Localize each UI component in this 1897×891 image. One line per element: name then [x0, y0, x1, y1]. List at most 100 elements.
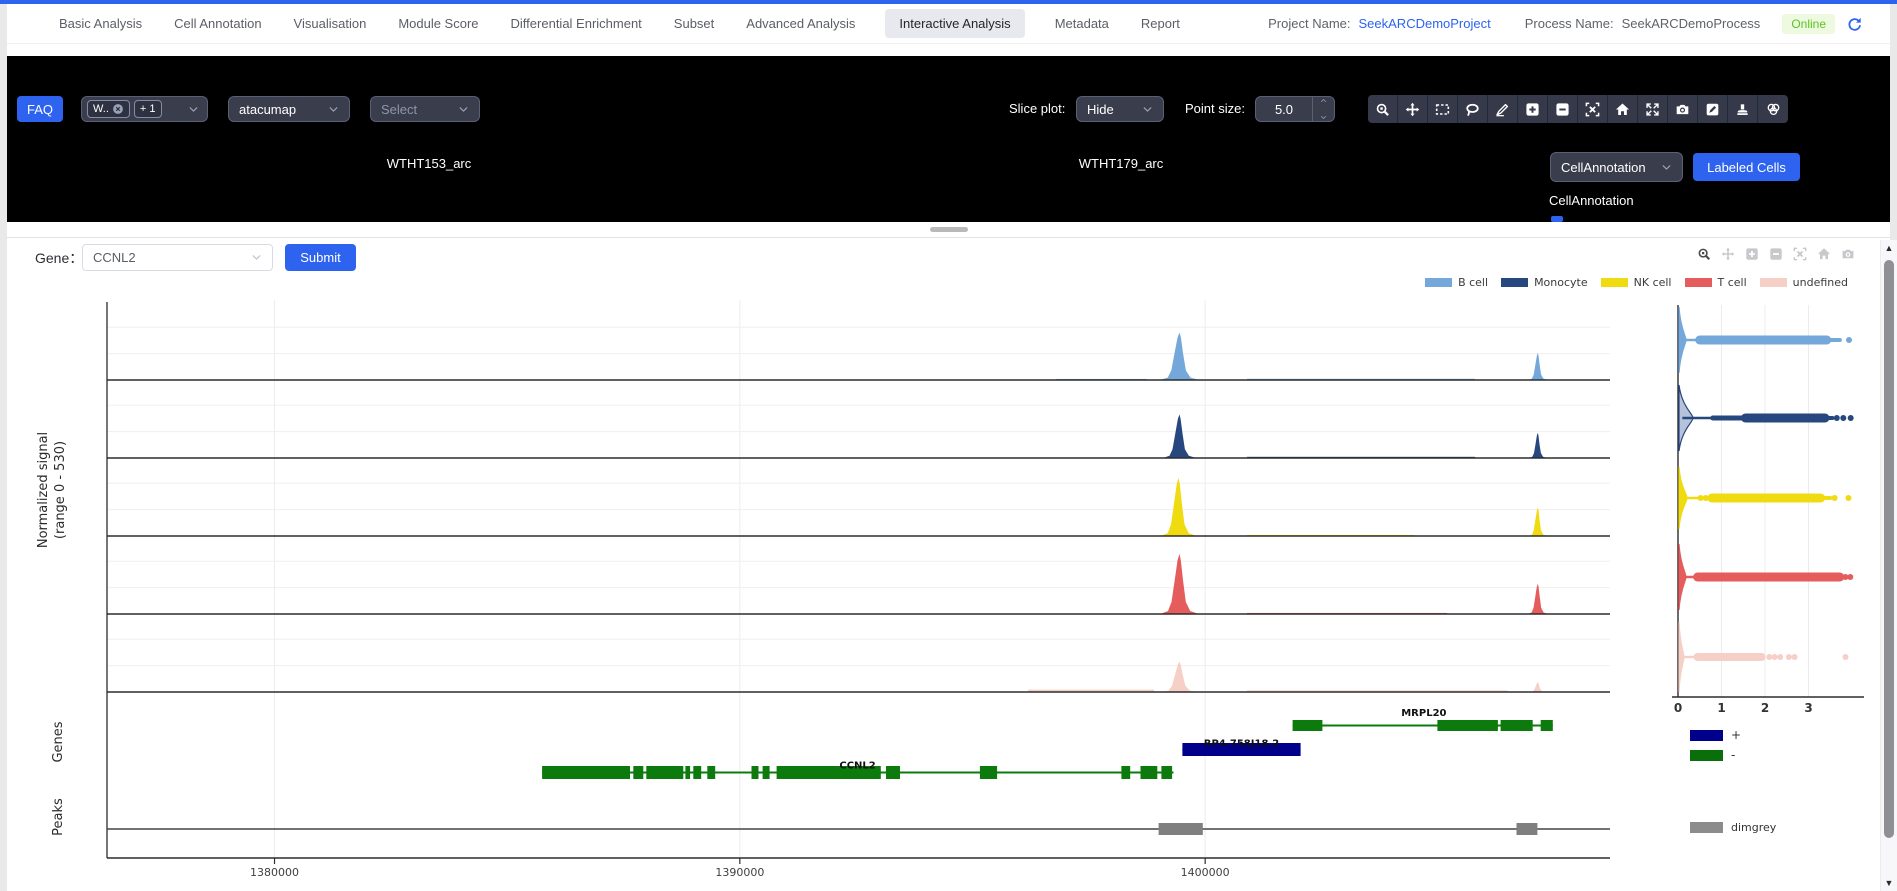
process-name-label: Process Name: [1524, 16, 1614, 31]
home-icon[interactable] [1608, 95, 1638, 123]
slice-plot-select[interactable]: Hide [1076, 96, 1164, 122]
submit-button[interactable]: Submit [285, 244, 356, 271]
svg-text:Normalized signal: Normalized signal [36, 432, 51, 548]
project-name-link[interactable]: SeekARCDemoProject [1358, 16, 1491, 31]
vertical-scrollbar[interactable]: ▲ ▼ [1880, 240, 1897, 891]
svg-text:1: 1 [1717, 701, 1725, 715]
partial-legend-swatch [1551, 216, 1563, 222]
svg-text:0: 0 [1674, 701, 1682, 715]
subplot-title-2: WTHT179_arc [1078, 156, 1164, 171]
plot-toolbar-panel: FAQ W.. + 1 atacumap Select Slice plot: … [7, 56, 1890, 222]
nav-tab-visualisation[interactable]: Visualisation [293, 16, 367, 31]
secondary-select[interactable]: Select [370, 96, 480, 122]
plot-type-value: atacumap [239, 101, 297, 117]
autoscale-icon[interactable] [1578, 95, 1608, 123]
svg-text:1380000: 1380000 [250, 866, 299, 879]
status-badge: Online [1782, 13, 1835, 34]
zoom-out-icon[interactable] [1764, 245, 1787, 262]
zoom-in-icon[interactable] [1518, 95, 1548, 123]
legend-label: Monocyte [1534, 276, 1588, 289]
annotation-select[interactable]: CellAnnotation [1550, 152, 1683, 182]
legend-item-b-cell[interactable]: B cell [1425, 276, 1488, 289]
camera-icon[interactable] [1668, 95, 1698, 123]
gene-select-value: CCNL2 [93, 250, 136, 265]
sample-overflow-tag: + 1 [133, 100, 162, 118]
chevron-down-icon [1661, 162, 1672, 173]
nav-tab-interactive-analysis[interactable]: Interactive Analysis [885, 9, 1025, 38]
gene-label: Gene： [35, 250, 84, 266]
legend-item-t-cell[interactable]: T cell [1684, 276, 1747, 289]
chevron-down-icon[interactable] [1319, 109, 1328, 124]
lasso-icon[interactable] [1458, 95, 1488, 123]
legend-swatch [1600, 278, 1628, 287]
secondary-select-placeholder: Select [381, 101, 418, 117]
plot-type-select[interactable]: atacumap [228, 96, 350, 122]
genome-tracks-chart[interactable]: 1380000 1390000 1400000 Normalized signal (r… [0, 239, 1897, 891]
cell-type-legend: B cell Monocyte NK cell T cell undefined [1425, 276, 1848, 289]
nav-tab-metadata[interactable]: Metadata [1054, 16, 1109, 31]
refresh-icon[interactable] [1847, 16, 1862, 31]
gene-select[interactable]: CCNL2 [82, 244, 273, 271]
chevron-down-icon [1142, 104, 1153, 115]
zoom-icon[interactable] [1692, 245, 1715, 262]
nav-tab-cell-annotation[interactable]: Cell Annotation [174, 16, 262, 31]
chevron-down-icon [458, 104, 469, 115]
fullscreen-icon[interactable] [1638, 95, 1668, 123]
camera-icon[interactable] [1836, 245, 1859, 262]
labeled-cells-button[interactable]: Labeled Cells [1693, 153, 1800, 181]
nav-tab-report[interactable]: Report [1140, 16, 1180, 31]
legend-swatch [1425, 278, 1453, 287]
nav-tab-subset[interactable]: Subset [673, 16, 715, 31]
box-select-icon[interactable] [1428, 95, 1458, 123]
autoscale-icon[interactable] [1788, 245, 1811, 262]
faq-button[interactable]: FAQ [17, 96, 63, 122]
point-size-input[interactable]: 5.0 [1255, 96, 1335, 122]
sample-tag: W.. [87, 100, 130, 118]
stamp-tool-icon[interactable] [1728, 95, 1758, 123]
nav-tab-basic-analysis[interactable]: Basic Analysis [59, 16, 143, 31]
scroll-up-arrow[interactable]: ▲ [1884, 243, 1894, 253]
nav-tab-differential-enrichment[interactable]: Differential Enrichment [510, 16, 642, 31]
legend-item-undefined[interactable]: undefined [1759, 276, 1848, 289]
nav-tabs: Basic Analysis Cell Annotation Visualisati… [57, 9, 1182, 38]
zoom-icon[interactable] [1368, 95, 1398, 123]
legend-swatch [1759, 278, 1787, 287]
annotation-caption: CellAnnotation [1549, 193, 1634, 208]
svg-text:1390000: 1390000 [715, 866, 764, 879]
chevron-up-icon[interactable] [1319, 94, 1328, 109]
scroll-thumb[interactable] [1884, 260, 1894, 838]
legend-item-nk-cell[interactable]: NK cell [1600, 276, 1672, 289]
svg-text:Genes: Genes [51, 721, 66, 762]
chart-modebar [1692, 245, 1859, 262]
sample-multiselect[interactable]: W.. + 1 [81, 96, 208, 122]
drag-handle[interactable] [929, 227, 968, 232]
home-icon[interactable] [1812, 245, 1835, 262]
pan-icon[interactable] [1398, 95, 1428, 123]
zoom-out-icon[interactable] [1548, 95, 1578, 123]
svg-text:RP4-758J18.2: RP4-758J18.2 [1204, 739, 1279, 750]
slice-plot-label: Slice plot: [1009, 101, 1066, 116]
svg-text:dimgrey: dimgrey [1731, 821, 1777, 834]
svg-text:1400000: 1400000 [1181, 866, 1230, 879]
legend-swatch [1501, 278, 1529, 287]
edit-icon[interactable] [1698, 95, 1728, 123]
overlap-icon[interactable] [1758, 95, 1788, 123]
scroll-down-arrow[interactable]: ▼ [1884, 878, 1894, 888]
chevron-down-icon [188, 104, 199, 115]
svg-text:+: + [1731, 728, 1741, 742]
remove-tag-icon[interactable] [112, 103, 124, 115]
top-navbar: Basic Analysis Cell Annotation Visualisati… [7, 4, 1890, 44]
point-size-stepper[interactable] [1312, 97, 1334, 121]
zoom-in-icon[interactable] [1740, 245, 1763, 262]
legend-label: T cell [1717, 276, 1747, 289]
legend-item-monocyte[interactable]: Monocyte [1501, 276, 1588, 289]
svg-text:3: 3 [1804, 701, 1812, 715]
nav-tab-module-score[interactable]: Module Score [398, 16, 479, 31]
nav-tab-advanced-analysis[interactable]: Advanced Analysis [746, 16, 856, 31]
legend-label: undefined [1792, 276, 1848, 289]
svg-text:CCNL2: CCNL2 [839, 761, 875, 772]
draw-icon[interactable] [1488, 95, 1518, 123]
point-size-value: 5.0 [1274, 101, 1294, 117]
pan-icon[interactable] [1716, 245, 1739, 262]
legend-label: B cell [1458, 276, 1489, 289]
